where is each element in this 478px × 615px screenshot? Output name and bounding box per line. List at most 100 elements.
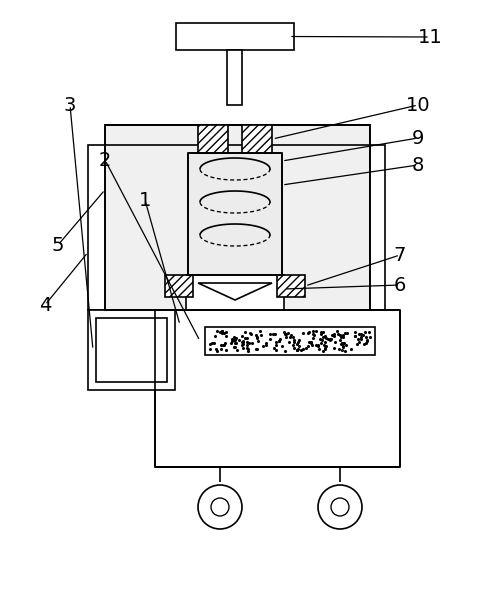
Point (278, 341, 285, 351)
Point (218, 328, 226, 338)
Point (282, 333, 290, 343)
Bar (188, 153, 282, 275)
Point (233, 344, 241, 354)
Bar (228, 50, 242, 105)
Point (239, 336, 247, 346)
Bar (205, 327, 375, 355)
Point (326, 334, 334, 344)
Point (362, 338, 369, 348)
Point (281, 346, 288, 355)
Text: 6: 6 (394, 276, 406, 295)
Point (336, 330, 344, 339)
Point (220, 328, 228, 338)
Point (217, 344, 225, 354)
Point (289, 340, 296, 350)
Point (247, 330, 254, 339)
Point (322, 344, 329, 354)
Bar (155, 310, 400, 467)
Point (245, 344, 252, 354)
Point (356, 328, 363, 338)
Point (253, 344, 261, 354)
Point (239, 340, 246, 350)
Point (316, 334, 324, 344)
Text: 3: 3 (64, 95, 76, 114)
Point (246, 338, 253, 348)
Point (217, 339, 225, 349)
Point (295, 341, 303, 351)
Text: 8: 8 (412, 156, 424, 175)
Point (218, 327, 226, 336)
Point (239, 337, 247, 347)
Point (253, 333, 261, 343)
Point (315, 339, 322, 349)
Point (340, 338, 348, 348)
Point (319, 346, 327, 355)
Point (358, 329, 365, 339)
Point (363, 336, 370, 346)
Point (321, 337, 329, 347)
Point (238, 337, 246, 347)
Point (243, 333, 251, 343)
Point (321, 331, 329, 341)
Point (206, 344, 214, 354)
Point (228, 336, 236, 346)
Text: 7: 7 (394, 245, 406, 264)
Point (317, 327, 325, 337)
Point (351, 331, 358, 341)
Point (208, 338, 216, 347)
Point (333, 326, 341, 336)
Point (241, 328, 249, 338)
Point (254, 344, 261, 354)
Point (312, 341, 319, 351)
Point (232, 338, 240, 347)
Point (231, 335, 239, 345)
Point (221, 338, 228, 348)
Point (263, 338, 271, 347)
Text: 11: 11 (418, 28, 442, 47)
Point (343, 328, 351, 338)
Bar (88, 145, 385, 310)
Point (253, 331, 261, 341)
Point (238, 331, 245, 341)
Point (232, 343, 239, 352)
Point (222, 345, 230, 355)
Point (317, 338, 325, 347)
Bar (242, 125, 272, 153)
Point (339, 330, 347, 340)
Point (304, 341, 312, 351)
Point (266, 335, 274, 344)
Point (291, 336, 298, 346)
Point (353, 339, 361, 349)
Point (293, 339, 301, 349)
Point (213, 346, 220, 355)
Point (336, 335, 344, 345)
Point (254, 336, 262, 346)
Bar (88, 310, 175, 390)
Point (339, 343, 347, 352)
Point (338, 338, 346, 348)
Point (321, 343, 328, 353)
Point (310, 329, 317, 339)
Point (281, 327, 288, 337)
Point (300, 344, 307, 354)
Point (239, 343, 247, 353)
Point (356, 337, 363, 347)
Point (341, 328, 348, 338)
Point (358, 330, 366, 339)
Point (330, 329, 338, 339)
Point (293, 345, 301, 355)
Bar (96, 318, 167, 382)
Point (285, 338, 293, 347)
Point (323, 341, 330, 351)
Bar (176, 23, 294, 50)
Bar (105, 125, 370, 310)
Bar (277, 275, 305, 297)
Point (347, 344, 355, 354)
Point (335, 344, 343, 354)
Point (310, 330, 318, 340)
Point (256, 327, 263, 336)
Point (318, 336, 326, 346)
Point (246, 328, 254, 338)
Point (322, 333, 329, 343)
Point (358, 333, 365, 343)
